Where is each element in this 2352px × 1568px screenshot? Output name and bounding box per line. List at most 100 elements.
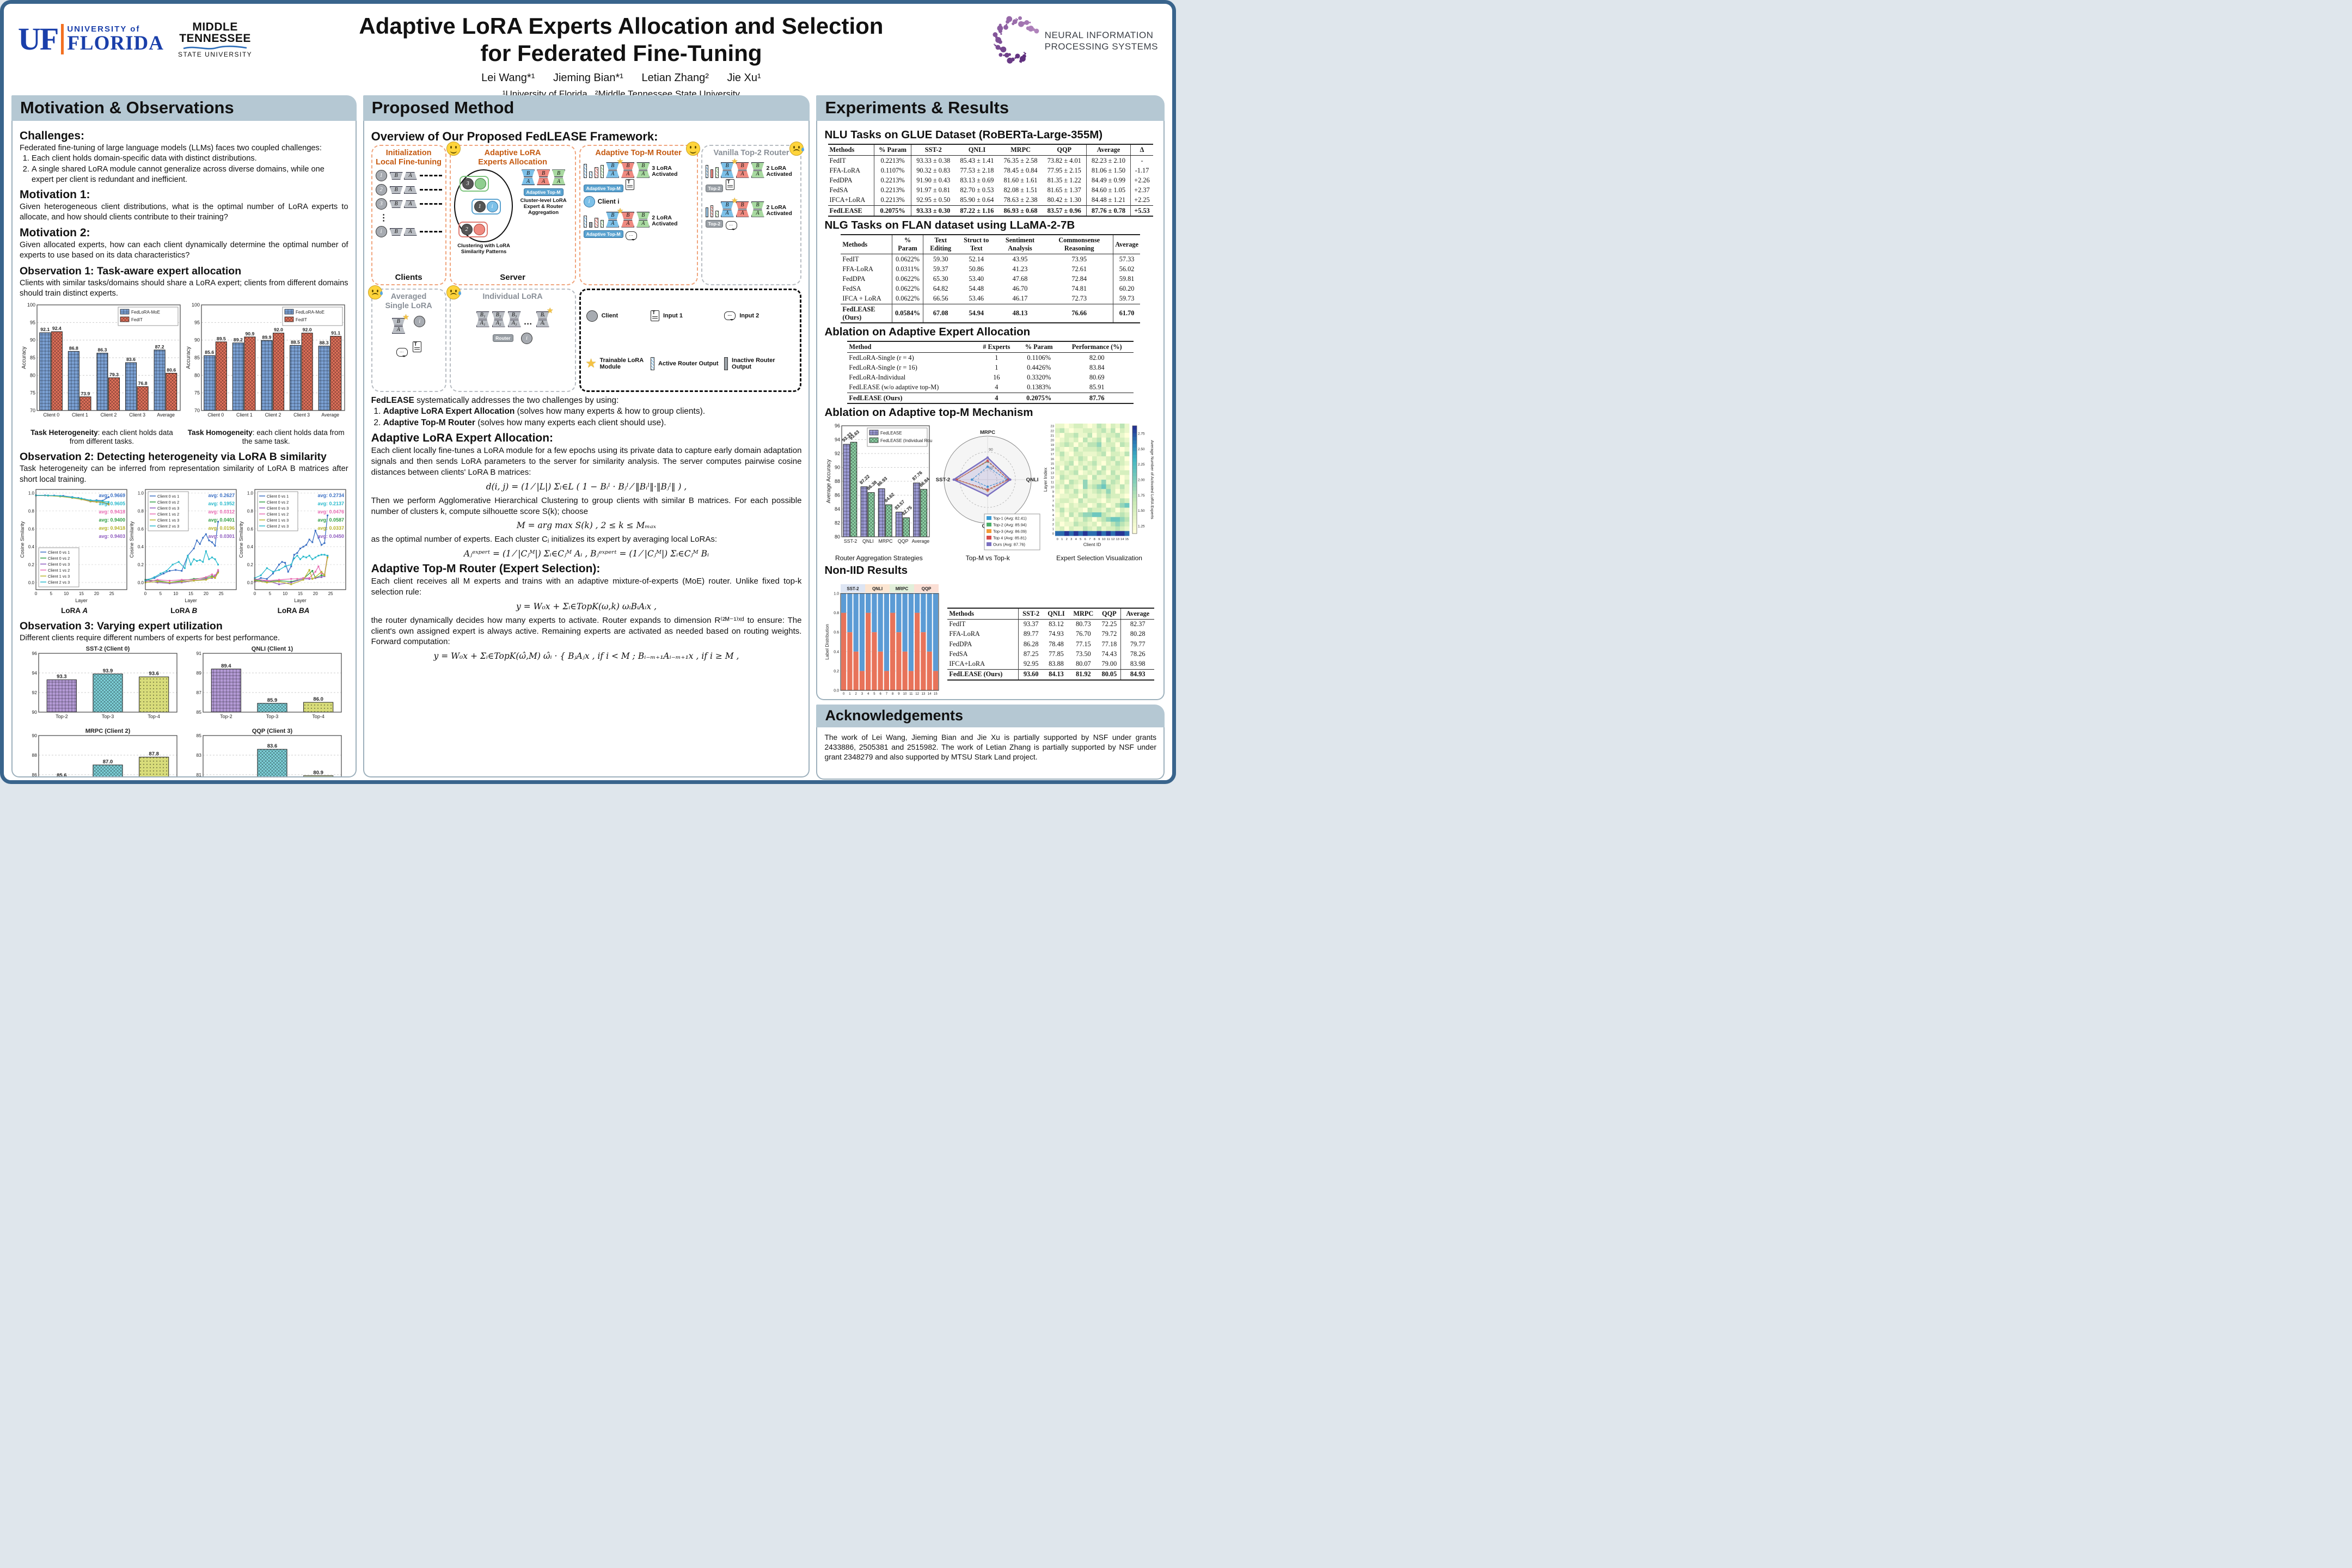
svg-text:9: 9: [1098, 538, 1100, 541]
svg-text:6: 6: [1085, 538, 1086, 541]
svg-text:12: 12: [1051, 476, 1054, 480]
svg-text:avg: 0.0196: avg: 0.0196: [209, 525, 235, 531]
svg-text:Average: Average: [912, 538, 930, 544]
svg-text:79.3: 79.3: [109, 371, 119, 377]
svg-text:96: 96: [32, 651, 37, 656]
svg-text:Top-2: Top-2: [56, 714, 68, 719]
abl2-title: Ablation on Adaptive top-M Mechanism: [824, 406, 1033, 419]
svg-text:85.6: 85.6: [57, 773, 67, 777]
svg-text:4: 4: [1075, 538, 1077, 541]
svg-text:14: 14: [1051, 467, 1055, 470]
svg-text:73.9: 73.9: [81, 390, 90, 396]
obs3-text: Different clients require different numb…: [20, 633, 280, 642]
svg-text:avg: 0.1952: avg: 0.1952: [209, 501, 235, 506]
svg-text:89: 89: [196, 670, 201, 676]
svg-text:0: 0: [254, 591, 256, 596]
mtsu-logo: MIDDLE TENNESSEE STATE UNIVERSITY: [178, 21, 252, 58]
abl2-caption-2: Top-M vs Top-k: [965, 554, 1010, 562]
svg-text:avg: 0.0312: avg: 0.0312: [209, 509, 235, 514]
svg-text:93.3: 93.3: [57, 673, 67, 679]
column-motivation: Motivation & Observations Challenges: Fe…: [11, 95, 357, 777]
svg-text:89.4: 89.4: [221, 663, 231, 669]
speech-icon: …: [724, 311, 736, 321]
svg-text:75: 75: [30, 390, 35, 395]
lora-ba-caption: LoRA BA: [277, 606, 310, 615]
svg-text:Layer: Layer: [75, 598, 88, 603]
svg-text:87.76: 87.76: [911, 470, 924, 482]
svg-text:85: 85: [194, 355, 200, 360]
svg-text:6: 6: [1052, 505, 1054, 508]
svg-text:80: 80: [194, 372, 200, 378]
title-line2: for Federated Fine-Tuning: [480, 40, 762, 66]
svg-text:76.8: 76.8: [138, 381, 148, 386]
lora-ba-chart: 0.0 0.2 0.4 0.6 0.8 1.0 0 5 10 15 20 25 avg: 0.2734 a…: [238, 486, 348, 607]
svg-text:25: 25: [109, 591, 114, 596]
svg-text:5: 5: [1080, 538, 1081, 541]
svg-text:86.38: 86.38: [866, 479, 878, 491]
svg-text:avg: 0.2627: avg: 0.2627: [209, 493, 235, 498]
adaptive-topm-chip: Adaptive Top-M: [523, 188, 564, 197]
point-1: Adaptive LoRA Expert Allocation (solves …: [383, 406, 802, 417]
svg-text:1: 1: [849, 693, 852, 696]
svg-text:Cosine Similarity: Cosine Similarity: [238, 521, 244, 558]
svg-text:1.0: 1.0: [138, 491, 144, 495]
svg-text:10: 10: [1051, 486, 1054, 489]
expert-selection-heatmap: 23 22 21 20 19 18 17 16 15 14 13 12 11 10 9 8 7 6 5 4 3 2 1 0 0 1…: [1043, 421, 1155, 554]
svg-text:15: 15: [934, 693, 938, 696]
svg-text:88.3: 88.3: [319, 340, 328, 345]
svg-text:Client 1: Client 1: [236, 412, 253, 418]
noniid-title: Non-IID Results: [824, 564, 908, 577]
happy-face-icon: [446, 142, 461, 156]
svg-text:MRPC (Client 2): MRPC (Client 2): [85, 728, 131, 734]
challenge-item-1: Each client holds domain-specific data w…: [32, 154, 348, 164]
alloc-title: Adaptive LoRA Expert Allocation:: [371, 432, 554, 445]
svg-text:0.4: 0.4: [834, 650, 840, 654]
obs1-caption-left: Task Heterogeneity: each client holds da…: [30, 428, 173, 446]
svg-text:Layer Index: Layer Index: [1043, 467, 1048, 492]
svg-text:86.93: 86.93: [876, 475, 889, 487]
svg-text:Client 2: Client 2: [265, 412, 281, 418]
svg-text:23: 23: [1051, 425, 1054, 428]
sad-face-icon: [446, 285, 461, 299]
svg-text:91: 91: [196, 651, 201, 656]
lora-a-chart: 0.0 0.2 0.4 0.6 0.8 1.0 0 5 10 15 20 25 avg: 0.9669 a…: [20, 486, 129, 607]
section-header-method: Proposed Method: [363, 95, 810, 121]
svg-text:87: 87: [196, 690, 201, 695]
section-header-ack: Acknowledgements: [816, 705, 1165, 727]
diagram-legend: Client Input 1 …Input 2 ★Trainable LoRA …: [579, 289, 802, 392]
svg-text:avg: 0.2734: avg: 0.2734: [318, 493, 345, 498]
router-chip: Router: [493, 334, 513, 342]
sad-face-icon: [367, 285, 383, 299]
uf-logo-line1: UNIVERSITY of: [67, 24, 140, 34]
overview-title: Overview of Our Proposed FedLEASE Framew…: [371, 130, 658, 143]
obs1-heterogeneity-chart: 70 75 80 85 90 95 100 92.1 92.4 Client 0 86.8 73.9 C…: [21, 301, 183, 427]
svg-text:85: 85: [196, 709, 201, 715]
svg-text:Client 0 vs 2: Client 0 vs 2: [267, 500, 289, 505]
diagram-clients-label: Clients: [395, 273, 422, 282]
svg-text:QNLI: QNLI: [872, 586, 883, 591]
svg-text:FedLoRA-MoE: FedLoRA-MoE: [131, 310, 160, 315]
svg-text:0.0: 0.0: [247, 580, 254, 585]
svg-text:86: 86: [32, 772, 37, 777]
poster-title: Adaptive LoRA Experts Allocation and Sel…: [252, 13, 990, 66]
svg-text:avg: 0.9403: avg: 0.9403: [99, 534, 126, 539]
svg-text:Client 3: Client 3: [293, 412, 310, 418]
router-text1: Each client receives all M experts and t…: [371, 577, 802, 597]
svg-text:0.0: 0.0: [28, 580, 35, 585]
svg-text:82: 82: [835, 520, 840, 526]
svg-text:Client 0 vs 3: Client 0 vs 3: [267, 506, 289, 511]
svg-text:100: 100: [192, 302, 200, 308]
svg-text:1.0: 1.0: [247, 491, 254, 495]
svg-text:16: 16: [1051, 458, 1054, 461]
svg-text:96: 96: [835, 423, 840, 428]
lora-b-chart: 0.0 0.2 0.4 0.6 0.8 1.0 0 5 10 15 20 25 avg: 0.2627 a…: [129, 486, 238, 607]
svg-text:1.50: 1.50: [1138, 509, 1145, 513]
svg-text:FedIT: FedIT: [296, 317, 307, 322]
mtsu-line2: TENNESSEE: [179, 32, 251, 45]
router-text2: the router dynamically decides how many …: [371, 615, 802, 647]
svg-text:Client 1 vs 2: Client 1 vs 2: [267, 512, 289, 517]
svg-text:avg: 0.0301: avg: 0.0301: [209, 534, 235, 539]
svg-text:7: 7: [1089, 538, 1091, 541]
svg-text:avg: 0.0450: avg: 0.0450: [318, 534, 345, 539]
